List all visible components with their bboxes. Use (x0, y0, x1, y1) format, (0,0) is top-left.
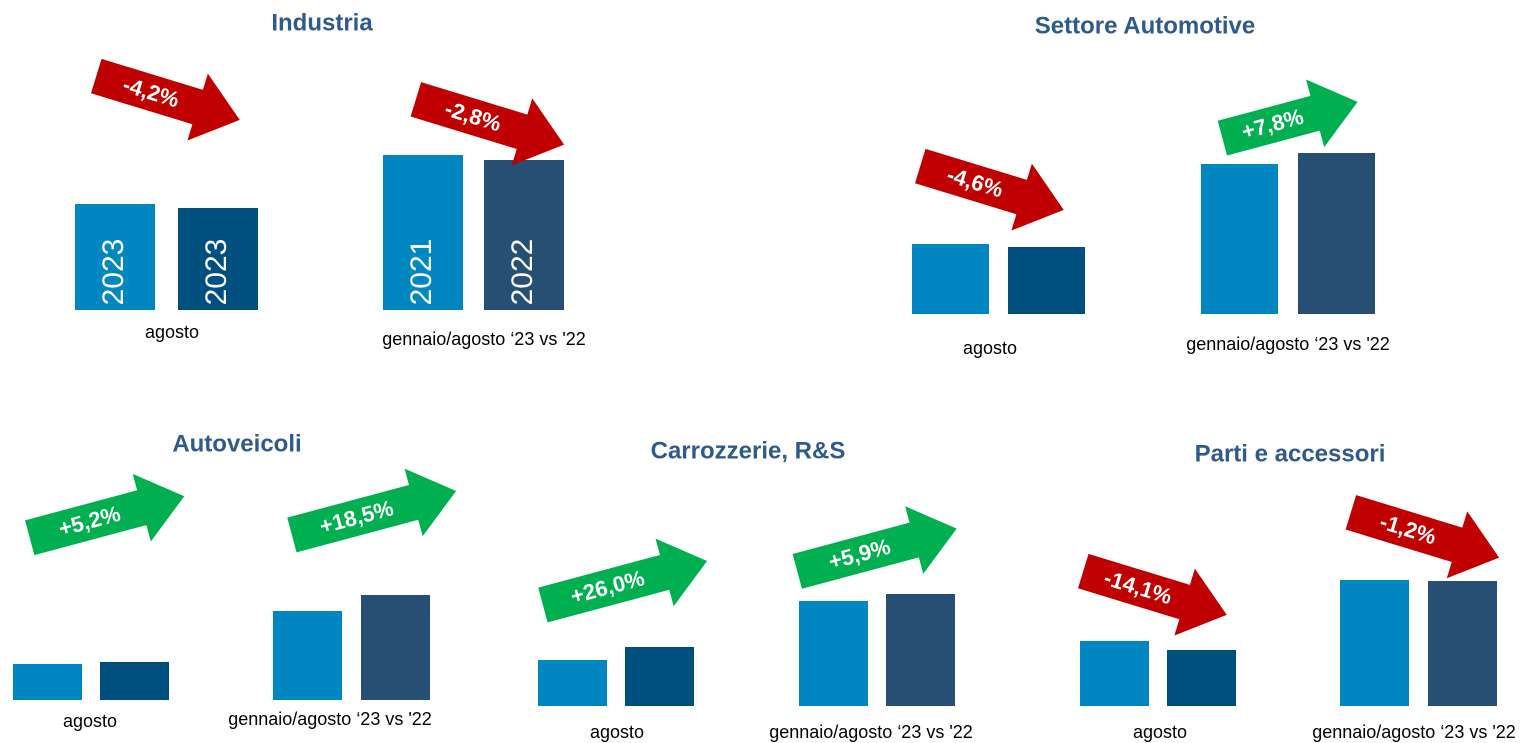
bar-label: 2021 (405, 239, 438, 306)
bar-label: 2023 (97, 239, 130, 306)
change-arrow: +5,2% (25, 473, 185, 556)
arrow-shape (915, 148, 1064, 231)
change-arrow: -14,1% (1078, 553, 1227, 636)
bar (1428, 581, 1497, 706)
bar (361, 595, 430, 700)
arrow-shape (410, 82, 565, 166)
change-arrow: -4,6% (915, 148, 1064, 231)
bar (1340, 580, 1409, 706)
category-label: gennaio/agosto ‘23 vs '22 (228, 709, 432, 729)
bar (100, 662, 169, 700)
arrow-shape (538, 538, 708, 623)
category-label: agosto (145, 322, 199, 342)
category-label: agosto (1133, 722, 1187, 742)
bar (75, 204, 155, 310)
arrow-shape (1078, 553, 1227, 636)
bar (1298, 153, 1375, 314)
bar (886, 594, 955, 706)
bar (799, 601, 868, 706)
category-label: agosto (63, 711, 117, 731)
bar (273, 611, 342, 700)
category-label: gennaio/agosto ‘23 vs '22 (1312, 722, 1516, 742)
change-arrow: +18,5% (287, 468, 457, 553)
panel-title: Industria (271, 9, 373, 36)
category-label: agosto (963, 338, 1017, 358)
panel-title: Autoveicoli (172, 430, 301, 457)
change-arrow: +5,9% (792, 506, 957, 589)
bar (625, 647, 694, 706)
bar (13, 664, 82, 700)
change-arrow: +26,0% (538, 538, 708, 623)
panel-title: Settore Automotive (1035, 12, 1255, 39)
bar-label: 2022 (506, 239, 539, 306)
bar-label: 2023 (200, 239, 233, 306)
bar (1167, 650, 1236, 706)
bar (1008, 247, 1085, 314)
change-arrow: -1,2% (1345, 495, 1500, 579)
bar (1080, 641, 1149, 706)
panel-title: Carrozzerie, R&S (651, 437, 846, 464)
category-label: gennaio/agosto ‘23 vs '22 (1186, 334, 1390, 354)
category-label: agosto (590, 722, 644, 742)
arrow-shape (792, 506, 957, 589)
bar (178, 208, 258, 310)
category-label: gennaio/agosto ‘23 vs '22 (382, 329, 586, 349)
panel-title: Parti e accessori (1195, 440, 1386, 467)
bar (383, 155, 463, 310)
bar (538, 660, 607, 706)
arrow-shape (25, 473, 185, 556)
bar (484, 160, 564, 310)
arrow-shape (1345, 495, 1500, 579)
bar (912, 244, 989, 314)
arrow-shape (91, 58, 240, 141)
bar (1201, 164, 1278, 314)
category-label: gennaio/agosto ‘23 vs '22 (769, 722, 973, 742)
arrow-shape (1217, 79, 1358, 156)
change-arrow: +7,8% (1217, 79, 1358, 156)
change-arrow: -4,2% (91, 58, 240, 141)
arrow-shape (287, 468, 457, 553)
